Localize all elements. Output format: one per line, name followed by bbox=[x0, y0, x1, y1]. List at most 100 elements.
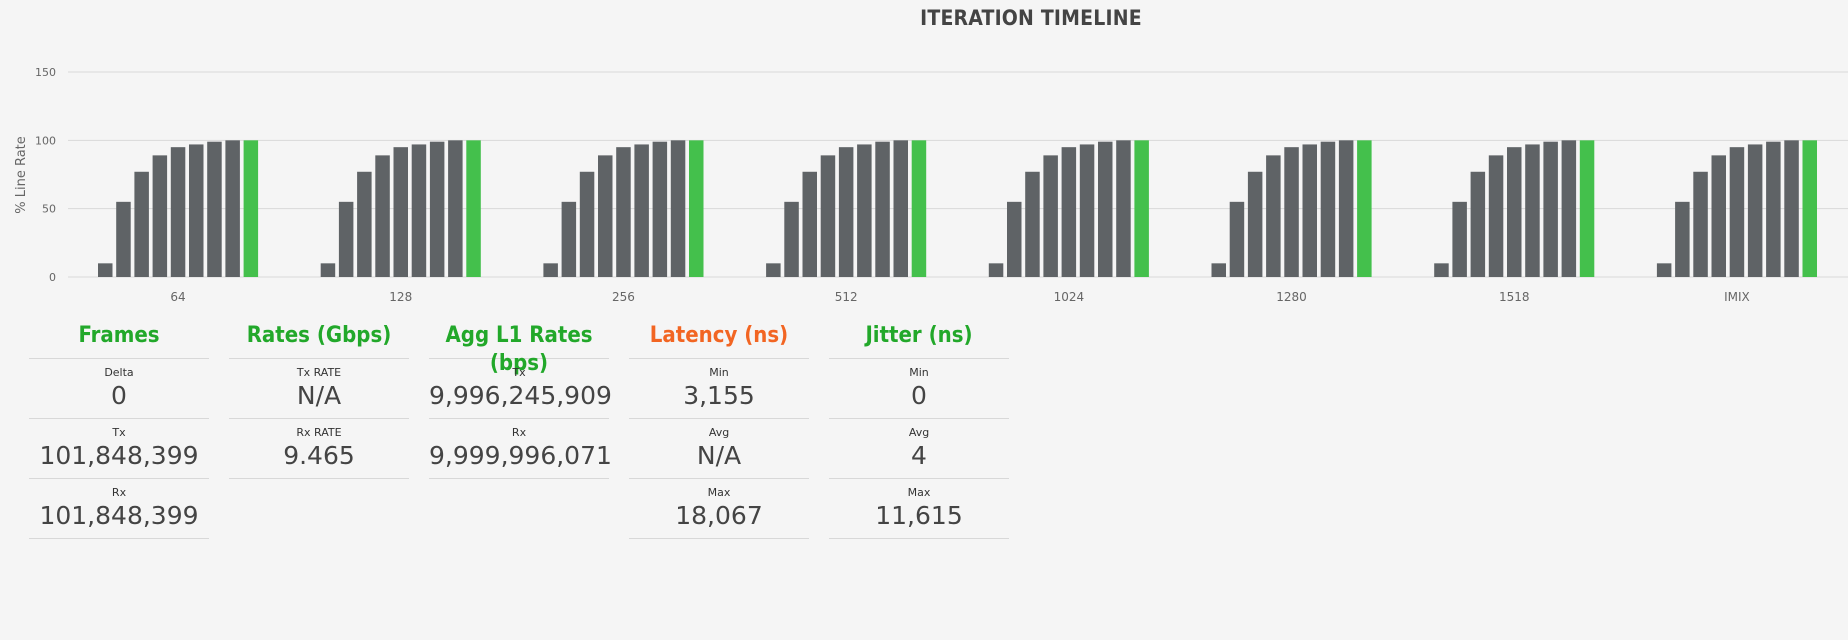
jitter-panel: Jitter (ns) Min 0 Avg 4 Max 11,615 bbox=[829, 322, 1009, 539]
jitter-max-stat: Max 11,615 bbox=[829, 479, 1009, 539]
iteration-bar bbox=[1561, 140, 1577, 277]
iteration-bar bbox=[1766, 141, 1781, 277]
stat-value: 9.465 bbox=[283, 441, 355, 470]
stat-label: Tx RATE bbox=[296, 366, 342, 379]
iteration-bar bbox=[988, 263, 1004, 277]
iteration-bar bbox=[820, 155, 836, 277]
chart-title: ITERATION TIMELINE bbox=[920, 6, 1142, 30]
stat-label: Rx RATE bbox=[296, 426, 342, 439]
jitter-min-stat: Min 0 bbox=[829, 359, 1009, 419]
y-axis-ticks: 0 50 100 150 bbox=[35, 66, 56, 284]
x-tick-label: IMIX bbox=[1724, 290, 1750, 304]
stat-value: 101,848,399 bbox=[39, 501, 199, 530]
stat-label: Min bbox=[909, 366, 929, 379]
iteration-bar bbox=[1284, 147, 1299, 277]
iteration-bar bbox=[1693, 171, 1708, 277]
y-axis-label: % Line Rate bbox=[14, 136, 29, 214]
iteration-bar bbox=[1061, 147, 1077, 277]
iteration-bar bbox=[320, 263, 336, 277]
iteration-bar bbox=[1116, 140, 1131, 277]
x-axis-ticks: 64 128 256 512 1024 1280 1518 IMIX bbox=[170, 290, 1749, 304]
stat-value: 4 bbox=[911, 441, 927, 470]
iteration-bar bbox=[338, 201, 354, 277]
iteration-bar bbox=[766, 263, 781, 277]
stat-value: 9,996,245,909 bbox=[429, 381, 612, 410]
iteration-bar bbox=[634, 144, 649, 277]
stat-label: Tx bbox=[512, 366, 526, 379]
iteration-bar bbox=[1675, 201, 1690, 277]
iteration-bar bbox=[670, 140, 686, 277]
x-tick-label: 256 bbox=[612, 290, 635, 304]
iteration-bar bbox=[1007, 201, 1022, 277]
iteration-bar bbox=[1543, 141, 1558, 277]
x-tick-label: 64 bbox=[170, 290, 185, 304]
latency-max-stat: Max 18,067 bbox=[629, 479, 809, 539]
stat-value: 18,067 bbox=[675, 501, 763, 530]
iteration-bar bbox=[170, 147, 186, 277]
final-iteration-bar bbox=[1579, 140, 1595, 277]
latency-min-stat: Min 3,155 bbox=[629, 359, 809, 419]
iteration-bar bbox=[857, 144, 872, 277]
x-tick-label: 1518 bbox=[1499, 290, 1530, 304]
stats-section: Frames Delta 0 Tx 101,848,399 Rx 101,848… bbox=[0, 322, 1100, 562]
stat-value: 0 bbox=[111, 381, 127, 410]
rates-title: Rates (Gbps) bbox=[229, 322, 409, 359]
iteration-bar bbox=[207, 141, 222, 277]
stat-label: Max bbox=[707, 486, 731, 499]
iteration-bar bbox=[1452, 201, 1467, 277]
iteration-bar bbox=[875, 141, 890, 277]
stat-label: Tx bbox=[112, 426, 126, 439]
iteration-bar bbox=[893, 140, 908, 277]
latency-avg-stat: Avg N/A bbox=[629, 419, 809, 479]
x-tick-label: 1280 bbox=[1276, 290, 1307, 304]
stat-value: 101,848,399 bbox=[39, 441, 199, 470]
iteration-bar bbox=[1079, 144, 1095, 277]
iteration-bar bbox=[1043, 155, 1058, 277]
latency-title: Latency (ns) bbox=[629, 322, 809, 359]
stat-label: Min bbox=[709, 366, 729, 379]
iteration-bar bbox=[579, 171, 595, 277]
iteration-bar bbox=[116, 201, 131, 277]
frames-title: Frames bbox=[29, 322, 209, 359]
iteration-bar bbox=[1656, 263, 1672, 277]
agg-l1-rates-title: Agg L1 Rates (bps) bbox=[429, 322, 609, 376]
stat-value: 3,155 bbox=[683, 381, 755, 410]
stat-label: Avg bbox=[908, 426, 930, 439]
stat-label: Rx bbox=[111, 486, 127, 499]
stat-value: 9,999,996,071 bbox=[429, 441, 612, 470]
rates-panel: Rates (Gbps) Tx RATE N/A Rx RATE 9.465 bbox=[229, 322, 409, 479]
iteration-bar bbox=[1098, 141, 1113, 277]
stat-label: Rx bbox=[511, 426, 527, 439]
iteration-bar bbox=[98, 263, 113, 277]
final-iteration-bar bbox=[243, 140, 259, 277]
final-iteration-bar bbox=[689, 140, 704, 277]
frames-delta-stat: Delta 0 bbox=[29, 359, 209, 419]
stat-label: Delta bbox=[104, 366, 134, 379]
x-tick-label: 1024 bbox=[1054, 290, 1085, 304]
frames-panel: Frames Delta 0 Tx 101,848,399 Rx 101,848… bbox=[29, 322, 209, 539]
iteration-bar bbox=[375, 155, 390, 277]
iteration-bar bbox=[393, 147, 408, 277]
iteration-bar bbox=[1302, 144, 1317, 277]
iteration-bar bbox=[1247, 171, 1263, 277]
iteration-bar bbox=[561, 201, 577, 277]
iteration-bar bbox=[1525, 144, 1540, 277]
iteration-bar bbox=[1729, 147, 1745, 277]
stat-value: N/A bbox=[296, 381, 342, 410]
bars bbox=[98, 140, 1817, 277]
agg-rx-stat: Rx 9,999,996,071 bbox=[429, 419, 612, 479]
iteration-bar bbox=[1488, 155, 1504, 277]
iteration-bar bbox=[1266, 155, 1281, 277]
iteration-bar bbox=[1025, 171, 1040, 277]
iteration-bar bbox=[1470, 171, 1486, 277]
iteration-bar bbox=[1434, 263, 1449, 277]
iteration-bar bbox=[225, 140, 240, 277]
iteration-bar bbox=[784, 201, 799, 277]
iteration-timeline-chart: 0 50 100 150 % Line Rate 64 128 256 512 1024 128… bbox=[14, 66, 1848, 304]
x-tick-label: 128 bbox=[389, 290, 412, 304]
iteration-bar bbox=[152, 155, 168, 277]
y-tick-label: 100 bbox=[35, 134, 56, 147]
final-iteration-bar bbox=[1802, 140, 1817, 277]
y-tick-label: 0 bbox=[49, 271, 56, 284]
iteration-bar bbox=[652, 141, 668, 277]
